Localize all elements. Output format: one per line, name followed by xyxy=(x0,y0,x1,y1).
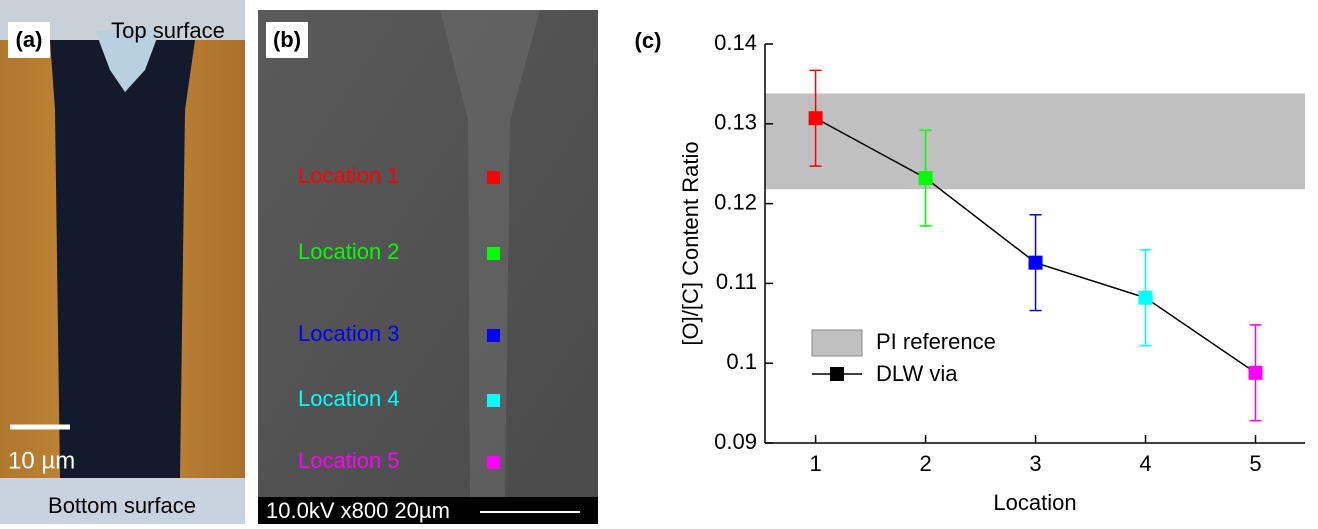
panel-label: (a) xyxy=(16,27,43,52)
location-label: Location 1 xyxy=(298,163,400,188)
x-tick-label: 5 xyxy=(1249,451,1261,476)
location-marker xyxy=(487,329,500,342)
info-text: 10.0kV x800 20µm xyxy=(266,498,450,523)
info-bar xyxy=(258,497,598,524)
x-axis-title: Location xyxy=(993,490,1076,515)
bottom-label: Bottom surface xyxy=(48,493,196,518)
x-tick-label: 2 xyxy=(919,451,931,476)
reference-band xyxy=(765,93,1305,190)
label-bg xyxy=(8,22,50,58)
point xyxy=(1028,255,1043,270)
panel-label: (c) xyxy=(635,28,662,53)
via xyxy=(50,40,195,478)
legend-label: PI reference xyxy=(876,329,996,354)
x-tick-label: 3 xyxy=(1029,451,1041,476)
location-marker xyxy=(487,171,500,184)
y-tick-label: 0.12 xyxy=(714,189,757,214)
point xyxy=(808,111,823,126)
legend-label: DLW via xyxy=(876,361,958,386)
point xyxy=(918,171,933,186)
sem-image xyxy=(258,10,598,524)
x-tick-label: 1 xyxy=(809,451,821,476)
y-tick-label: 0.1 xyxy=(726,349,757,374)
location-marker xyxy=(487,394,500,407)
legend-swatch xyxy=(811,329,863,357)
y-tick-label: 0.13 xyxy=(714,110,757,135)
label-bg xyxy=(266,22,308,58)
panel-label: (b) xyxy=(273,27,301,52)
bottom-surface xyxy=(0,478,245,524)
scale-label: 10 µm xyxy=(8,447,75,474)
x-tick-label: 4 xyxy=(1139,451,1151,476)
point xyxy=(1248,365,1263,380)
via-top xyxy=(95,30,160,92)
point xyxy=(1138,290,1153,305)
location-marker xyxy=(487,456,500,469)
legend-marker xyxy=(830,367,844,381)
y-tick-label: 0.09 xyxy=(714,429,757,454)
top-label: Top surface xyxy=(111,18,225,43)
location-label: Location 3 xyxy=(298,321,400,346)
location-label: Location 4 xyxy=(298,386,400,411)
y-tick-label: 0.11 xyxy=(716,269,757,294)
location-marker xyxy=(487,247,500,260)
location-label: Location 5 xyxy=(298,448,400,473)
y-axis-title: [O]/[C] Content Ratio xyxy=(678,141,703,345)
y-tick-label: 0.14 xyxy=(714,30,757,55)
location-label: Location 2 xyxy=(298,239,400,264)
